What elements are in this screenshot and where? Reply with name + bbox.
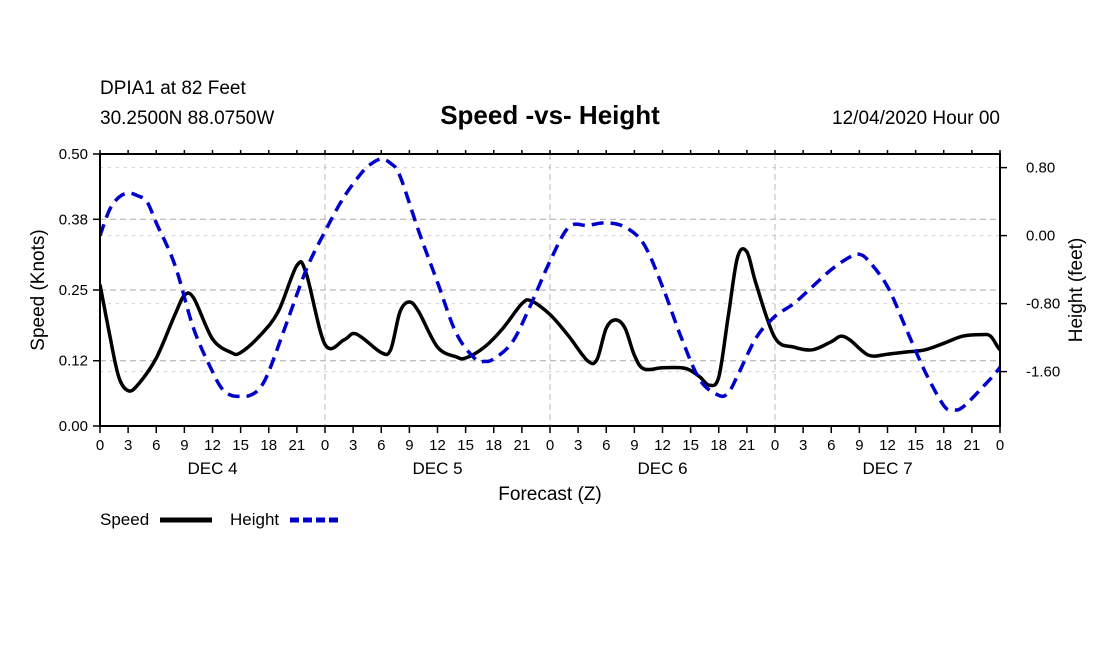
- x-tick-label: 0: [96, 437, 104, 454]
- day-label: DEC 7: [862, 459, 912, 478]
- x-tick-label: 3: [574, 437, 582, 454]
- station-label: DPIA1 at 82 Feet: [100, 78, 246, 99]
- y-axis-right-title: Height (feet): [1066, 238, 1087, 343]
- y-axis-left-title: Speed (Knots): [28, 229, 49, 350]
- y-left-tick-label: 0.12: [59, 353, 88, 370]
- x-tick-label: 21: [514, 437, 531, 454]
- x-tick-label: 0: [771, 437, 779, 454]
- day-label: DEC 4: [187, 459, 237, 478]
- x-tick-label: 12: [204, 437, 221, 454]
- y-right-tick-label: 0.00: [1026, 228, 1055, 245]
- day-label: DEC 6: [637, 459, 687, 478]
- series-line-height: [100, 157, 1000, 412]
- x-tick-label: 15: [907, 437, 924, 454]
- x-tick-label: 6: [377, 437, 385, 454]
- x-tick-label: 6: [152, 437, 160, 454]
- series-line-speed: [100, 247, 1000, 393]
- x-tick-label: 12: [429, 437, 446, 454]
- y-left-tick-label: 0.00: [59, 418, 88, 435]
- axes: 0 3 6 9 12 15 18 21 0 3 6 9 12 15 18 21 0 3 6 9 12 15 18 21 0 3 6 9…: [59, 146, 1060, 478]
- x-tick-label: 21: [739, 437, 756, 454]
- x-tick-label: 3: [124, 437, 132, 454]
- coords-label: 30.2500N 88.0750W: [100, 108, 274, 129]
- x-tick-label: 18: [260, 437, 277, 454]
- x-tick-label: 6: [602, 437, 610, 454]
- y-left-tick-label: 0.50: [59, 146, 88, 163]
- series-group: [100, 157, 1000, 412]
- legend-height-label: Height: [230, 510, 279, 529]
- y-right-tick-label: -1.60: [1026, 364, 1060, 381]
- x-tick-label: 15: [682, 437, 699, 454]
- x-tick-label: 9: [405, 437, 413, 454]
- x-tick-label: 21: [964, 437, 981, 454]
- x-tick-label: 9: [855, 437, 863, 454]
- chart-title: Speed -vs- Height: [440, 100, 660, 130]
- x-tick-label: 0: [996, 437, 1004, 454]
- legend-speed-label: Speed: [100, 510, 149, 529]
- x-axis-title: Forecast (Z): [498, 484, 601, 505]
- x-tick-label: 18: [935, 437, 952, 454]
- x-tick-label: 0: [546, 437, 554, 454]
- x-tick-label: 9: [630, 437, 638, 454]
- x-tick-label: 12: [879, 437, 896, 454]
- y-left-tick-label: 0.38: [59, 211, 88, 228]
- legend: Speed Height: [100, 510, 342, 529]
- x-tick-label: 0: [321, 437, 329, 454]
- timestamp-label: 12/04/2020 Hour 00: [832, 108, 1000, 129]
- x-tick-label: 3: [349, 437, 357, 454]
- x-tick-label: 6: [827, 437, 835, 454]
- x-tick-label: 15: [232, 437, 249, 454]
- y-right-tick-label: 0.80: [1026, 160, 1055, 177]
- x-tick-label: 3: [799, 437, 807, 454]
- grid: [100, 153, 1000, 427]
- day-label: DEC 5: [412, 459, 462, 478]
- y-right-tick-label: -0.80: [1026, 296, 1060, 313]
- y-left-tick-label: 0.25: [59, 282, 88, 299]
- x-tick-label: 15: [457, 437, 474, 454]
- x-tick-label: 12: [654, 437, 671, 454]
- x-tick-label: 9: [180, 437, 188, 454]
- x-tick-label: 18: [485, 437, 502, 454]
- x-tick-label: 21: [289, 437, 306, 454]
- x-tick-label: 18: [710, 437, 727, 454]
